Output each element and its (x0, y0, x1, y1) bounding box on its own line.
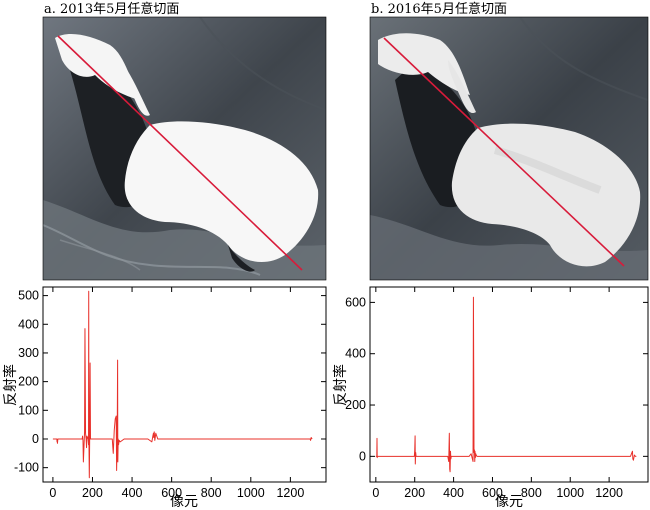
y-tick-label-a--100: -100 (14, 461, 39, 475)
chart-a-xlabel: 像元 (170, 494, 198, 510)
chart-a: 0 200 400 600 800 1000 1200 -100 0 100 200 300 400 50… (2, 286, 327, 510)
x-tick-label-a-0: 0 (49, 486, 56, 500)
x-tick-label-b-600: 600 (482, 486, 503, 500)
panel-a-title: a. 2013年5月任意切面 (44, 1, 179, 17)
satellite-image-2016 (370, 17, 648, 280)
series-line-a-0 (52, 290, 313, 479)
x-tick-label-b-400: 400 (443, 486, 464, 500)
x-tick-label-b-200: 200 (404, 486, 425, 500)
chart-b: 0 200 400 600 800 1000 1200 0 200 400 600 像元 反射率 (332, 286, 649, 510)
y-tick-label-b-400: 400 (345, 347, 366, 361)
y-tick-label-b-600: 600 (345, 295, 366, 309)
chart-b-frame (369, 286, 649, 483)
x-tick-label-b-1000: 1000 (556, 486, 584, 500)
x-tick-label-a-600: 600 (161, 486, 182, 500)
x-tick-label-a-400: 400 (122, 486, 143, 500)
y-tick-label-a-300: 300 (18, 346, 39, 360)
x-tick-label-a-200: 200 (82, 486, 103, 500)
y-tick-label-a-0: 0 (32, 432, 39, 446)
y-tick-label-a-500: 500 (18, 289, 39, 303)
y-tick-label-b-0: 0 (359, 449, 366, 463)
chart-b-xlabel: 像元 (495, 494, 523, 510)
chart-a-ylabel: 反射率 (2, 364, 19, 406)
x-tick-label-b-1200: 1200 (595, 486, 623, 500)
chart-b-ylabel: 反射率 (332, 364, 349, 406)
x-tick-label-b-800: 800 (521, 486, 542, 500)
y-tick-label-a-400: 400 (18, 317, 39, 331)
profile-line-2016 (383, 37, 625, 267)
x-tick-label-a-1200: 1200 (276, 486, 304, 500)
x-tick-label-b-0: 0 (372, 486, 379, 500)
y-tick-label-a-100: 100 (18, 403, 39, 417)
y-tick-label-a-200: 200 (18, 375, 39, 389)
series-line-b-0 (375, 296, 637, 473)
panel-b-title: b. 2016年5月任意切面 (371, 1, 507, 17)
chart-a-frame (42, 286, 327, 483)
y-tick-label-b-200: 200 (345, 398, 366, 412)
x-tick-label-a-800: 800 (201, 486, 222, 500)
satellite-image-2013 (43, 17, 326, 280)
x-tick-label-a-1000: 1000 (237, 486, 265, 500)
profile-line-2013 (57, 35, 303, 271)
